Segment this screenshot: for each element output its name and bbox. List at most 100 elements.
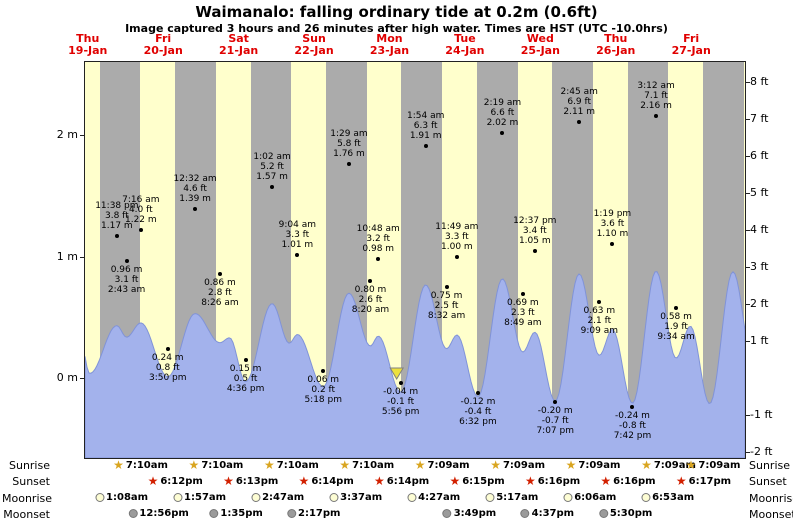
tide-point-dot	[630, 405, 635, 410]
moonrise-icon	[251, 493, 261, 502]
tide-label-line: 0.2 ft	[311, 384, 336, 395]
tide-label: 1:19 pm 3.6 ft 1.10 m	[594, 209, 632, 239]
astro-sunrise-entry: ★ 7:09am	[490, 459, 545, 471]
sunrise-time: 7:09am	[653, 459, 696, 471]
tide-point-dot	[114, 233, 119, 238]
tide-label-line: 1:02 am	[253, 152, 291, 163]
tide-label-line: 8:20 am	[351, 304, 390, 315]
moonset-icon	[287, 509, 297, 518]
tide-label-line: 0.98 m	[362, 244, 395, 255]
y-axis-right-tick	[745, 304, 750, 305]
y-axis-right-label: 1 ft	[750, 334, 769, 347]
y-axis-right-label: 8 ft	[750, 75, 769, 88]
tide-label-line: 11:38 pm	[95, 200, 139, 211]
tide-label: 11:38 pm 3.8 ft 1.17 m	[95, 201, 138, 231]
sunrise-time: 7:10am	[201, 459, 244, 471]
tide-label-line: 3.4 ft	[522, 225, 547, 236]
y-axis-left-tick	[80, 378, 85, 379]
tide-label: 1:54 am 6.3 ft 1.91 m	[407, 111, 444, 141]
sunset-star-icon: ★	[675, 474, 687, 488]
sunrise-star-icon: ★	[641, 458, 652, 472]
y-axis-right-tick	[745, 230, 750, 231]
y-axis-left-label: 2 m	[56, 128, 78, 142]
y-axis-right-tick	[745, 267, 750, 268]
sunset-time: 6:12pm	[160, 475, 203, 487]
y-axis-right-label: 4 ft	[750, 223, 769, 236]
tide-label: 0.24 m 0.8 ft 3:50 pm	[149, 353, 187, 383]
moonset-icon	[520, 509, 530, 518]
tide-label-line: 0.80 m	[354, 284, 387, 295]
tide-point-dot	[398, 380, 403, 385]
tide-label-line: 1.00 m	[441, 241, 473, 252]
tide-label: 0.96 m 3.1 ft 2:43 am	[108, 265, 145, 295]
tide-label: 0.80 m 2.6 ft 8:20 am	[352, 285, 389, 315]
day-weekday: Tue	[454, 32, 476, 45]
day-weekday: Sat	[228, 32, 249, 45]
day-weekday: Sun	[302, 32, 326, 45]
tide-label-line: 3.3 ft	[444, 231, 469, 242]
tide-label-line: 9:34 am	[657, 331, 695, 342]
tide-point-dot	[520, 292, 525, 297]
y-axis-right-label: 7 ft	[750, 112, 769, 125]
tide-label-line: 0.5 ft	[233, 373, 258, 384]
astro-row-label-left: Moonrise	[2, 492, 52, 505]
tide-label-line: 2.5 ft	[434, 300, 459, 311]
tide-label-line: 6.3 ft	[413, 121, 438, 132]
tide-label: 0.15 m 0.5 ft 4:36 pm	[227, 364, 265, 394]
astro-moonrise-entry: 4:27am	[407, 492, 460, 503]
tide-label-line: 2.6 ft	[358, 294, 383, 305]
tide-label: 3:12 am 7.1 ft 2.16 m	[637, 81, 674, 111]
moonset-time: 2:17pm	[298, 508, 341, 519]
tide-point-dot	[610, 242, 615, 247]
tide-label-line: -0.20 m	[537, 406, 573, 417]
day-date: 19-Jan	[68, 44, 108, 57]
moonrise-icon	[641, 493, 651, 502]
astro-moonrise-entry: 5:17am	[485, 492, 538, 503]
astro-moonset-entry: 2:17pm	[287, 508, 340, 519]
moonset-icon	[128, 509, 138, 518]
astro-moonrise-entry: 2:47am	[251, 492, 304, 503]
moonset-icon	[209, 509, 219, 518]
tide-label-line: 1.91 m	[409, 131, 442, 142]
sunset-star-icon: ★	[373, 474, 385, 488]
tide-point-dot	[654, 113, 659, 118]
astro-moonrise-entry: 6:53am	[641, 492, 694, 503]
astro-sunset-entry: ★ 6:15pm	[449, 475, 504, 487]
tide-point-dot	[444, 284, 449, 289]
astro-row-label-left: Sunrise	[8, 459, 50, 472]
sunset-star-icon: ★	[449, 474, 461, 488]
tide-label-line: 12:37 pm	[513, 215, 557, 226]
day-label: Sat 21-Jan	[219, 33, 258, 57]
tide-label-line: 1.10 m	[596, 229, 629, 240]
tide-label-line: 3.3 ft	[285, 230, 310, 241]
tide-label: 0.06 m 0.2 ft 5:18 pm	[304, 375, 342, 405]
astro-row-label-right: Moonrise	[749, 492, 793, 505]
tide-label: 12:32 am 4.6 ft 1.39 m	[174, 174, 217, 204]
y-axis-right-tick	[745, 119, 750, 120]
moonrise-icon	[485, 493, 495, 502]
astro-sunrise-entry: ★ 7:10am	[189, 459, 244, 471]
tide-label: 1:02 am 5.2 ft 1.57 m	[253, 152, 290, 182]
tide-label: 10:48 am 3.2 ft 0.98 m	[357, 224, 400, 254]
moonrise-icon	[329, 493, 339, 502]
moonrise-icon	[407, 493, 417, 502]
tide-label: -0.20 m -0.7 ft 7:07 pm	[536, 406, 574, 436]
day-date: 23-Jan	[369, 44, 410, 57]
tide-point-dot	[674, 305, 679, 310]
tide-point-dot	[124, 259, 129, 264]
moonrise-time: 3:37am	[340, 492, 383, 503]
day-label: Wed 25-Jan	[521, 33, 560, 57]
sunrise-time: 7:09am	[578, 459, 621, 471]
astro-sunset-entry: ★ 6:16pm	[600, 475, 655, 487]
day-label: Mon 23-Jan	[370, 33, 409, 57]
tide-label-line: -0.4 ft	[464, 406, 492, 417]
tide-label-line: 0.24 m	[151, 352, 184, 363]
y-axis-right-label: 2 ft	[750, 297, 769, 310]
moonrise-time: 6:06am	[574, 492, 617, 503]
tide-label-line: -0.8 ft	[619, 421, 646, 432]
day-weekday: Fri	[155, 32, 172, 45]
sunset-time: 6:17pm	[688, 475, 732, 487]
tide-label-line: 3:12 am	[637, 80, 675, 91]
tide-label-line: 1:19 pm	[593, 209, 632, 220]
tide-label-line: 3.2 ft	[366, 234, 391, 245]
